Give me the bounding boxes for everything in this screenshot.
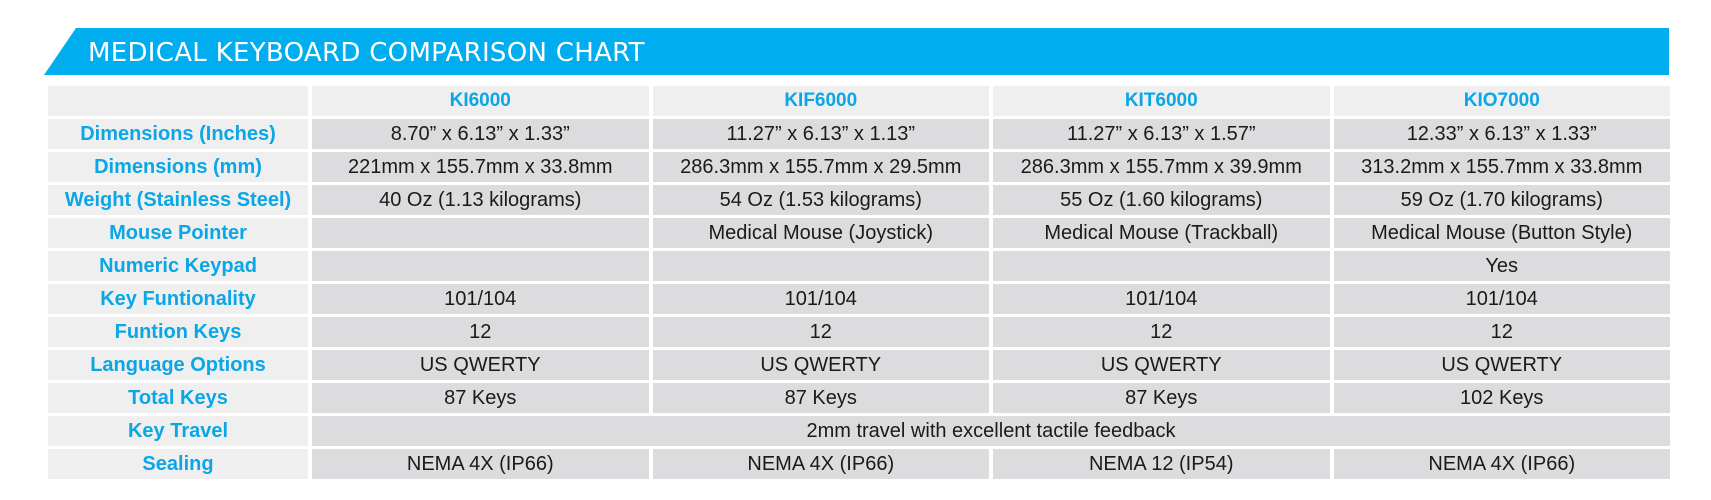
table-cell: 87 Keys (652, 383, 989, 413)
model-header-kit6000: KIT6000 (993, 86, 1330, 116)
table-cell (993, 251, 1330, 281)
table-cell: 286.3mm x 155.7mm x 39.9mm (993, 152, 1330, 182)
table-cell: 101/104 (652, 284, 989, 314)
table-cell: 40 Oz (1.13 kilograms) (312, 185, 649, 215)
table-cell: NEMA 12 (IP54) (993, 449, 1330, 479)
row-label: Funtion Keys (48, 317, 308, 347)
table-cell: 221mm x 155.7mm x 33.8mm (312, 152, 649, 182)
table-cell: 101/104 (312, 284, 649, 314)
table-cell-merged: 2mm travel with excellent tactile feedba… (312, 416, 1670, 446)
table-cell: 59 Oz (1.70 kilograms) (1333, 185, 1670, 215)
model-header-kio7000: KIO7000 (1333, 86, 1670, 116)
table-cell: 12 (1333, 317, 1670, 347)
table-cell: 54 Oz (1.53 kilograms) (652, 185, 989, 215)
table-cell: 11.27” x 6.13” x 1.13” (652, 119, 989, 149)
table-cell: 12 (652, 317, 989, 347)
table-cell: NEMA 4X (IP66) (1333, 449, 1670, 479)
table-cell: US QWERTY (993, 350, 1330, 380)
table-cell: 55 Oz (1.60 kilograms) (993, 185, 1330, 215)
model-header-kif6000: KIF6000 (652, 86, 989, 116)
table-cell: 101/104 (993, 284, 1330, 314)
table-cell: Medical Mouse (Button Style) (1333, 218, 1670, 248)
table-cell: NEMA 4X (IP66) (312, 449, 649, 479)
table-cell: 313.2mm x 155.7mm x 33.8mm (1333, 152, 1670, 182)
table-cell: 87 Keys (312, 383, 649, 413)
page-title: MEDICAL KEYBOARD COMPARISON CHART (88, 38, 645, 68)
table-cell: 102 Keys (1333, 383, 1670, 413)
table-cell: Yes (1333, 251, 1670, 281)
table-cell: 12 (312, 317, 649, 347)
row-label: Language Options (48, 350, 308, 380)
title-banner: MEDICAL KEYBOARD COMPARISON CHART (44, 28, 1669, 75)
table-cell (652, 251, 989, 281)
model-header-ki6000: KI6000 (312, 86, 649, 116)
row-label: Sealing (48, 449, 308, 479)
row-label: Numeric Keypad (48, 251, 308, 281)
table-corner-cell (48, 86, 308, 116)
table-cell: 11.27” x 6.13” x 1.57” (993, 119, 1330, 149)
table-cell: 8.70” x 6.13” x 1.33” (312, 119, 649, 149)
table-cell: 101/104 (1333, 284, 1670, 314)
table-cell: 12 (993, 317, 1330, 347)
table-cell: US QWERTY (652, 350, 989, 380)
table-cell: Medical Mouse (Trackball) (993, 218, 1330, 248)
table-cell (312, 218, 649, 248)
comparison-table: KI6000 KIF6000 KIT6000 KIO7000 Dimensions (I… (48, 86, 1670, 479)
table-cell: 87 Keys (993, 383, 1330, 413)
table-cell: US QWERTY (1333, 350, 1670, 380)
row-label: Dimensions (mm) (48, 152, 308, 182)
row-label: Weight (Stainless Steel) (48, 185, 308, 215)
row-label: Key Funtionality (48, 284, 308, 314)
table-cell: 286.3mm x 155.7mm x 29.5mm (652, 152, 989, 182)
table-cell: Medical Mouse (Joystick) (652, 218, 989, 248)
row-label: Key Travel (48, 416, 308, 446)
row-label: Dimensions (Inches) (48, 119, 308, 149)
table-cell: 12.33” x 6.13” x 1.33” (1333, 119, 1670, 149)
table-cell (312, 251, 649, 281)
row-label: Total Keys (48, 383, 308, 413)
table-cell: US QWERTY (312, 350, 649, 380)
table-cell: NEMA 4X (IP66) (652, 449, 989, 479)
row-label: Mouse Pointer (48, 218, 308, 248)
